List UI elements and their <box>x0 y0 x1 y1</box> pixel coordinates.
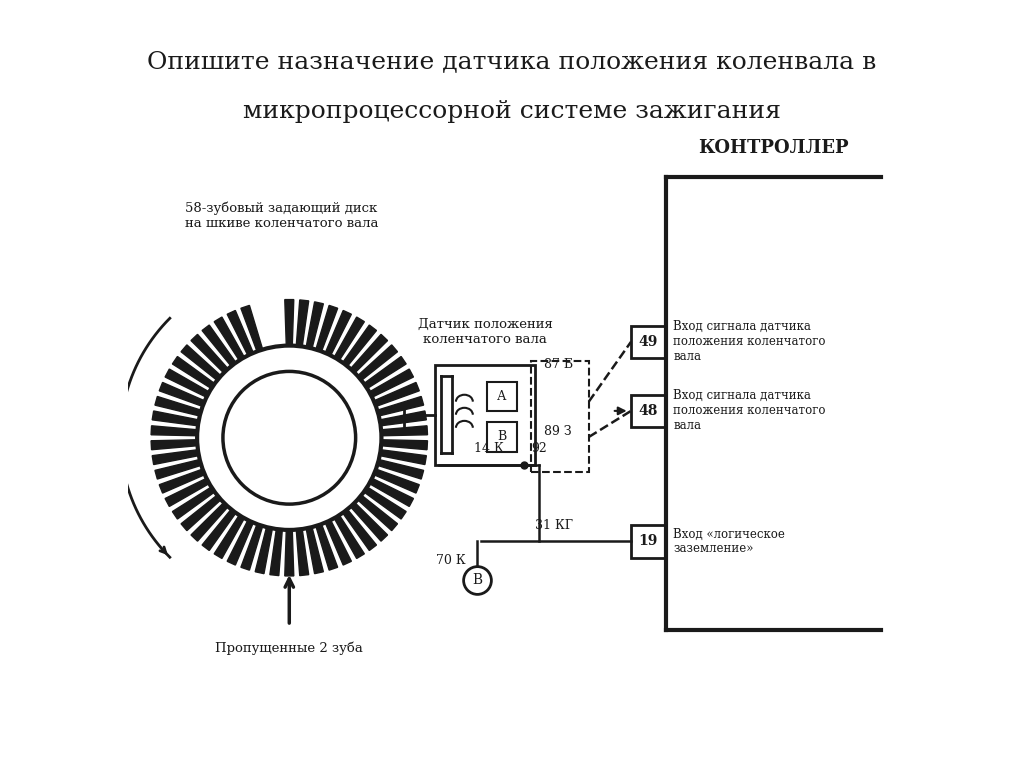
Polygon shape <box>306 302 324 349</box>
Text: 48: 48 <box>639 404 658 418</box>
Polygon shape <box>153 450 199 465</box>
Bar <box>631 326 666 358</box>
Polygon shape <box>227 520 253 565</box>
Polygon shape <box>155 396 202 416</box>
Text: КОНТРОЛЛЕР: КОНТРОЛЛЕР <box>697 140 849 157</box>
Polygon shape <box>381 440 427 450</box>
Polygon shape <box>181 345 221 380</box>
Polygon shape <box>202 325 236 366</box>
Polygon shape <box>380 450 426 465</box>
Polygon shape <box>343 509 377 551</box>
Polygon shape <box>241 524 263 570</box>
Polygon shape <box>285 300 294 346</box>
Text: 31 КГ: 31 КГ <box>536 519 573 532</box>
Text: 87 Б: 87 Б <box>544 358 572 370</box>
Polygon shape <box>374 382 419 406</box>
Polygon shape <box>296 529 308 575</box>
Bar <box>487 382 517 411</box>
Bar <box>487 422 517 452</box>
Polygon shape <box>315 306 338 352</box>
Text: Вход сигнала датчика
положения коленчатого
вала: Вход сигнала датчика положения коленчато… <box>674 320 825 363</box>
Polygon shape <box>306 527 324 574</box>
Polygon shape <box>165 369 209 397</box>
Polygon shape <box>181 495 221 531</box>
Polygon shape <box>315 524 338 570</box>
Polygon shape <box>343 325 377 366</box>
Polygon shape <box>334 317 365 360</box>
Polygon shape <box>191 502 228 541</box>
Bar <box>631 395 666 427</box>
Polygon shape <box>152 440 198 450</box>
Polygon shape <box>377 396 424 416</box>
Polygon shape <box>153 411 199 425</box>
Text: Вход «логическое
заземление»: Вход «логическое заземление» <box>674 528 785 555</box>
Text: А: А <box>498 390 507 402</box>
Polygon shape <box>334 515 365 558</box>
Polygon shape <box>326 520 351 565</box>
Polygon shape <box>270 529 283 575</box>
Text: Опишите назначение датчика положения коленвала в: Опишите назначение датчика положения кол… <box>147 50 877 73</box>
Polygon shape <box>357 345 397 380</box>
Text: Пропущенные 2 зуба: Пропущенные 2 зуба <box>215 641 364 655</box>
Polygon shape <box>326 310 351 356</box>
Polygon shape <box>172 487 215 519</box>
Text: 19: 19 <box>639 535 658 548</box>
Polygon shape <box>172 356 215 389</box>
Text: 14 К: 14 К <box>474 442 504 455</box>
Text: Вход сигнала датчика
положения коленчатого
вала: Вход сигнала датчика положения коленчато… <box>674 389 825 432</box>
Polygon shape <box>374 469 419 493</box>
Polygon shape <box>155 459 202 479</box>
Polygon shape <box>191 334 228 373</box>
Polygon shape <box>202 509 236 551</box>
Text: 49: 49 <box>639 335 658 349</box>
Polygon shape <box>296 300 308 346</box>
Polygon shape <box>364 356 407 389</box>
Bar <box>631 525 666 558</box>
Polygon shape <box>227 310 253 356</box>
Text: 58-зубовый задающий диск
на шкиве коленчатого вала: 58-зубовый задающий диск на шкиве коленч… <box>185 202 378 230</box>
Text: В: В <box>472 573 482 587</box>
Polygon shape <box>255 527 272 574</box>
Polygon shape <box>370 478 414 506</box>
Bar <box>435 365 536 465</box>
Polygon shape <box>370 369 414 397</box>
Polygon shape <box>165 478 209 506</box>
Polygon shape <box>350 334 387 373</box>
Polygon shape <box>214 515 245 558</box>
Text: 70 К: 70 К <box>436 554 466 567</box>
Polygon shape <box>160 382 205 406</box>
Polygon shape <box>241 306 263 352</box>
Polygon shape <box>380 411 426 425</box>
Text: 89 З: 89 З <box>545 425 571 438</box>
Polygon shape <box>357 495 397 531</box>
Polygon shape <box>377 459 424 479</box>
Polygon shape <box>364 487 407 519</box>
Text: микропроцессорной системе зажигания: микропроцессорной системе зажигания <box>243 100 781 123</box>
Polygon shape <box>350 502 387 541</box>
Text: В: В <box>498 431 507 443</box>
Polygon shape <box>214 317 245 360</box>
Polygon shape <box>152 425 198 435</box>
Polygon shape <box>160 469 205 493</box>
Text: 92: 92 <box>531 442 547 455</box>
Polygon shape <box>285 530 294 576</box>
Bar <box>531 361 589 472</box>
Text: Датчик положения
коленчатого вала: Датчик положения коленчатого вала <box>418 318 553 346</box>
Polygon shape <box>381 425 427 435</box>
